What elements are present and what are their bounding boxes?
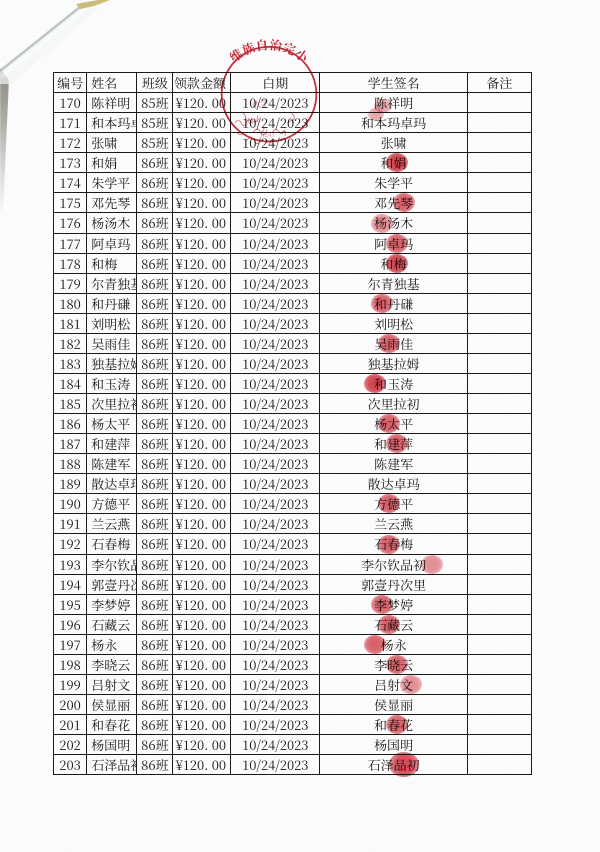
- svg-text:收字: 收字: [251, 96, 270, 111]
- svg-text:维族自治完小: 维族自治完小: [226, 35, 313, 66]
- svg-text:执行: 执行: [246, 116, 261, 128]
- svg-text:0241: 0241: [260, 129, 275, 139]
